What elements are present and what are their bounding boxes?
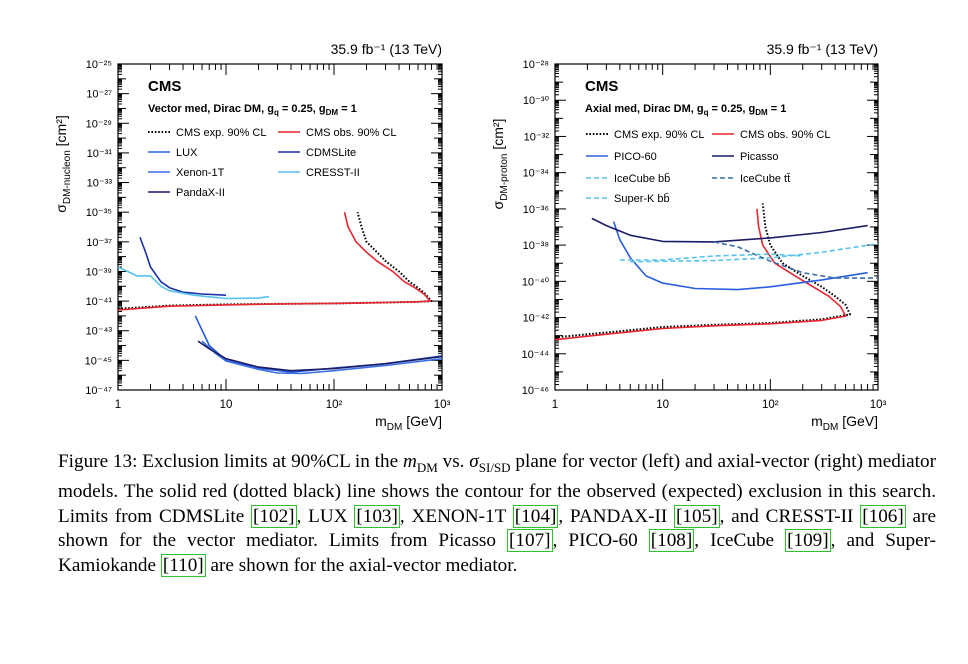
caption-text: , XENON-1T — [399, 505, 513, 527]
y-tick-label: 10⁻³² — [524, 131, 550, 143]
chart-subtitle: Axial med, Dirac DM, gq = 0.25, gDM = 1 — [585, 103, 786, 117]
y-axis-label-text: σDM-proton [cm²] — [490, 119, 510, 210]
caption-text: , IceCube — [694, 530, 786, 552]
chart-subtitle: Vector med, Dirac DM, gq = 0.25, gDM = 1 — [148, 103, 357, 117]
caption-text: are shown for the vector mediator. Limit… — [58, 505, 936, 552]
legend-entry: CDMSLite — [306, 147, 356, 159]
series-line-super-k-bb- — [619, 253, 803, 261]
caption-text: Exclusion limits at 90%CL in the — [137, 451, 403, 472]
ref-link[interactable]: [109] — [785, 529, 831, 553]
x-tick-label: 10 — [656, 399, 669, 411]
y-tick-label: 10⁻³⁰ — [523, 95, 550, 107]
chart-panel-vector: 1 10 10² 10³ 10⁻²⁵ 10⁻²⁷ 10⁻²⁹ 10⁻³¹ 10⁻³³ 10⁻³⁵ 1… — [53, 41, 450, 433]
caption-text: , and CRESST-II — [719, 505, 861, 527]
caption-text: vs. — [437, 451, 470, 472]
chart-title: CMS — [585, 78, 618, 95]
x-axis-label: mDM [GeV] — [811, 413, 878, 433]
ref-link[interactable]: [106] — [860, 504, 906, 528]
caption-text: , PANDAX-II — [558, 505, 675, 527]
series-line-icecube-bb- — [630, 242, 878, 263]
legend-entry: Xenon-1T — [176, 167, 225, 179]
y-tick-label: 10⁻²⁷ — [86, 89, 112, 101]
legend-entry: IceCube tt̄ — [740, 173, 790, 185]
y-axis-label-text: σDM-nucleon [cm²] — [53, 115, 73, 213]
lumi-label: 35.9 fb⁻¹ (13 TeV) — [767, 41, 878, 57]
caption-text: , PICO-60 — [552, 530, 649, 552]
y-tick-label: 10⁻²⁹ — [86, 118, 112, 130]
ref-link[interactable]: [105] — [674, 504, 720, 528]
series-line-cdmslite — [139, 237, 227, 296]
x-axis-label: mDM [GeV] — [375, 413, 442, 433]
y-tick-label: 10⁻³³ — [87, 178, 113, 190]
x-tick-label: 10³ — [870, 399, 887, 411]
y-axis-label: σDM-nucleon [cm²] — [53, 115, 73, 213]
ref-link[interactable]: [107] — [507, 529, 553, 553]
legend-entry: PICO-60 — [614, 151, 657, 163]
series-line-cms-obs-90-cl — [118, 212, 432, 311]
legend-entry: Picasso — [740, 151, 779, 163]
x-tick-label: 1 — [552, 399, 558, 411]
caption-text: , LUX — [296, 505, 355, 527]
y-tick-label: 10⁻³⁴ — [523, 168, 550, 180]
legend-entry: PandaX-II — [176, 187, 225, 199]
y-tick-label: 10⁻³⁵ — [86, 207, 112, 219]
series-line-cms-exp-90-cl — [118, 211, 433, 310]
y-tick-label: 10⁻²⁸ — [523, 59, 549, 71]
figure-panels: 1 10 10² 10³ 10⁻²⁵ 10⁻²⁷ 10⁻²⁹ 10⁻³¹ 10⁻³³ 10⁻³⁵ 1… — [53, 41, 886, 433]
series-line-picasso — [591, 217, 868, 243]
y-tick-label: 10⁻³⁹ — [86, 266, 112, 278]
caption-math-m: mDM — [402, 451, 438, 475]
lumi-label: 35.9 fb⁻¹ (13 TeV) — [331, 41, 442, 57]
y-tick-label: 10⁻⁴⁷ — [85, 385, 112, 397]
y-tick-label: 10⁻⁴⁶ — [522, 385, 549, 397]
x-tick-label: 10³ — [434, 399, 451, 411]
series-line-xenon-1t — [201, 340, 442, 375]
series-line-icecube-tt- — [713, 241, 878, 279]
legend-entry: IceCube bb̄ — [614, 172, 670, 185]
y-tick-label: 10⁻⁴⁰ — [522, 276, 550, 288]
x-tick-label: 10² — [762, 399, 779, 411]
y-axis-label: σDM-proton [cm²] — [490, 119, 510, 210]
ref-link[interactable]: [104] — [512, 504, 559, 528]
ref-link[interactable]: [110] — [160, 553, 206, 577]
x-tick-label: 1 — [115, 399, 121, 411]
y-tick-label: 10⁻³⁷ — [86, 237, 112, 249]
series-line-cms-obs-90-cl — [555, 208, 847, 341]
legend-entry: CMS obs. 90% CL — [306, 127, 396, 139]
caption-math-sigma: σSI/SD — [469, 451, 511, 475]
legend-entry: CMS exp. 90% CL — [176, 127, 266, 139]
ref-link[interactable]: [103] — [354, 504, 400, 528]
caption-text: , and Super-Kamiokande — [58, 530, 936, 576]
figure-caption: Figure 13: Exclusion limits at 90%CL in … — [58, 450, 936, 578]
chart-title: CMS — [148, 78, 181, 95]
y-tick-label: 10⁻³¹ — [87, 148, 113, 160]
x-tick-label: 10² — [326, 399, 343, 411]
y-tick-label: 10⁻⁴¹ — [86, 296, 113, 308]
series-line-cresst-ii — [118, 266, 270, 300]
y-tick-label: 10⁻²⁵ — [86, 59, 112, 71]
ref-link[interactable]: [108] — [648, 529, 695, 553]
caption-label: Figure 13: — [58, 451, 138, 472]
y-tick-label: 10⁻⁴³ — [86, 326, 113, 338]
ref-link[interactable]: [102] — [251, 504, 297, 528]
y-tick-label: 10⁻³⁸ — [523, 240, 549, 252]
caption-text: are shown for the axial-vector mediator. — [205, 554, 518, 576]
chart-panel-axial: 1 10 10² 10³ 10⁻²⁸ 10⁻³⁰ 10⁻³² 10⁻³⁴ 10⁻³⁶ 10⁻³⁸ 1… — [490, 41, 886, 433]
legend-entry: CRESST-II — [306, 167, 360, 179]
y-tick-label: 10⁻³⁶ — [523, 204, 549, 216]
series-line-pandax-ii — [197, 340, 442, 372]
y-tick-label: 10⁻⁴⁴ — [522, 349, 550, 361]
y-tick-label: 10⁻⁴⁵ — [85, 355, 112, 367]
x-tick-label: 10 — [220, 399, 233, 411]
legend-entry: CMS obs. 90% CL — [740, 129, 830, 141]
y-tick-label: 10⁻⁴² — [523, 313, 550, 325]
series-line-cms-exp-90-cl — [555, 203, 851, 339]
series-line-pico-60 — [612, 221, 868, 291]
legend-entry: Super-K bb̄ — [614, 192, 670, 205]
legend-entry: LUX — [176, 147, 198, 159]
legend-entry: CMS exp. 90% CL — [614, 129, 704, 141]
caption-text: plane for vector (left) and axial-vector… — [58, 451, 936, 527]
